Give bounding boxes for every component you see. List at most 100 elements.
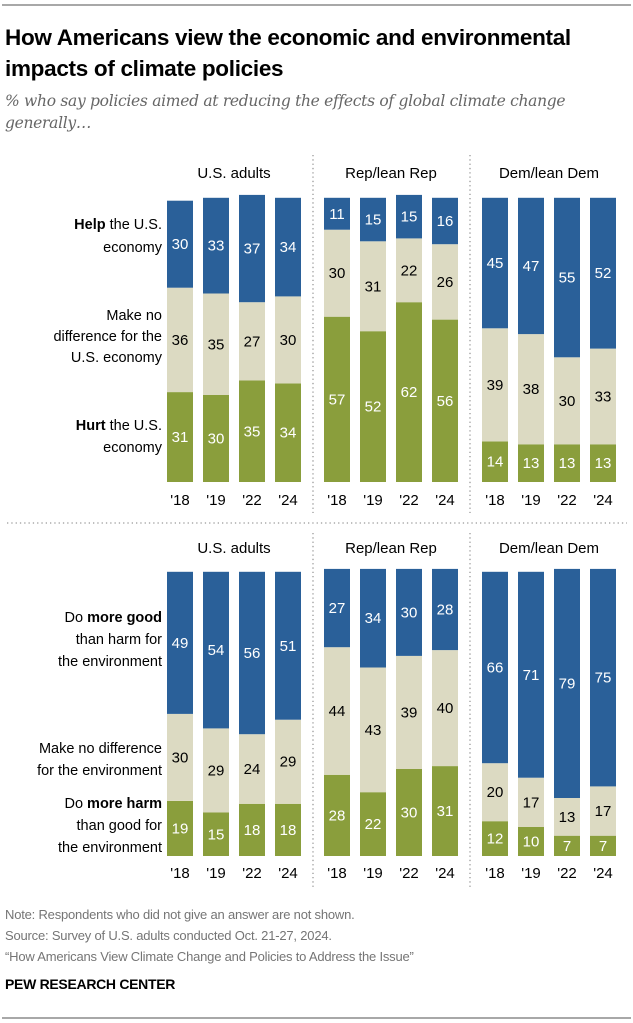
bar-positive-dem-lean-dem-22 [554, 197, 580, 358]
top-rule [2, 4, 631, 6]
group-header-u-s-adults: U.S. adults [197, 540, 270, 557]
bar-positive-rep-lean-rep-22 [396, 194, 422, 239]
series-label-positive-line-1: Do more good [65, 610, 163, 626]
group-header-dem-lean-dem: Dem/lean Dem [499, 540, 599, 557]
data-label-neutral-rep-lean-rep-18: 44 [329, 703, 346, 720]
series-label-part: Make no difference [39, 741, 162, 757]
series-label-positive-line-2: economy [103, 240, 163, 256]
data-label-positive-u-s-adults-22: 56 [244, 645, 261, 662]
bar-positive-u-s-adults-19 [203, 571, 229, 729]
bar-neutral-u-s-adults-22 [239, 734, 265, 804]
year-label-dem-lean-dem-19: '19 [521, 492, 541, 509]
data-label-neutral-dem-lean-dem-22: 13 [559, 809, 576, 826]
series-label-neutral-line-1: Make no difference [39, 741, 162, 757]
bar-neutral-rep-lean-rep-18 [324, 647, 350, 775]
year-label-u-s-adults-19: '19 [206, 865, 226, 882]
bar-neutral-rep-lean-rep-19 [360, 667, 386, 793]
bar-negative-rep-lean-rep-24 [432, 319, 458, 482]
bar-positive-u-s-adults-24 [275, 571, 301, 720]
data-label-neutral-dem-lean-dem-18: 39 [487, 377, 504, 394]
series-label-part: Do [65, 610, 88, 626]
year-label-rep-lean-rep-24: '24 [435, 865, 455, 882]
data-label-negative-dem-lean-dem-24: 7 [599, 838, 607, 855]
year-label-dem-lean-dem-24: '24 [593, 865, 613, 882]
data-label-negative-rep-lean-rep-19: 52 [365, 399, 382, 416]
bar-neutral-dem-lean-dem-24 [590, 348, 616, 445]
bar-negative-rep-lean-rep-22 [396, 769, 422, 856]
data-label-neutral-u-s-adults-18: 30 [172, 749, 189, 766]
series-label-part: economy [103, 240, 163, 256]
data-label-negative-dem-lean-dem-24: 13 [595, 455, 612, 472]
bar-neutral-dem-lean-dem-18 [482, 328, 508, 442]
bar-negative-rep-lean-rep-22 [396, 302, 422, 482]
footer-report: “How Americans View Climate Change and P… [5, 949, 414, 964]
bar-negative-u-s-adults-18 [167, 800, 193, 856]
data-label-positive-rep-lean-rep-18: 11 [329, 206, 345, 223]
data-label-negative-u-s-adults-19: 30 [208, 431, 225, 448]
data-label-neutral-u-s-adults-24: 30 [280, 332, 297, 349]
year-label-u-s-adults-24: '24 [278, 492, 298, 509]
bar-neutral-u-s-adults-19 [203, 728, 229, 813]
data-label-negative-rep-lean-rep-19: 22 [365, 816, 382, 833]
data-label-positive-dem-lean-dem-18: 45 [487, 255, 504, 272]
year-label-dem-lean-dem-18: '18 [485, 492, 505, 509]
series-label-part: the environment [58, 840, 162, 856]
data-label-neutral-rep-lean-rep-22: 22 [401, 262, 418, 279]
data-label-negative-u-s-adults-18: 31 [172, 429, 189, 446]
bar-positive-u-s-adults-18 [167, 571, 193, 714]
group-header-rep-lean-rep: Rep/lean Rep [345, 540, 437, 557]
data-label-positive-u-s-adults-19: 54 [208, 642, 225, 659]
data-label-positive-dem-lean-dem-19: 71 [523, 667, 540, 684]
data-label-neutral-rep-lean-rep-18: 30 [329, 265, 346, 282]
series-label-positive-line-3: the environment [58, 654, 162, 670]
bar-neutral-u-s-adults-24 [275, 296, 301, 384]
year-label-u-s-adults-18: '18 [170, 865, 190, 882]
bar-negative-rep-lean-rep-18 [324, 316, 350, 482]
series-label-part: more good [87, 610, 162, 626]
year-label-u-s-adults-24: '24 [278, 865, 298, 882]
year-label-rep-lean-rep-18: '18 [327, 492, 347, 509]
group-header-dem-lean-dem: Dem/lean Dem [499, 165, 599, 182]
series-label-negative-line-2: than good for [77, 818, 163, 834]
series-label-part: the environment [58, 654, 162, 670]
bar-positive-dem-lean-dem-18 [482, 571, 508, 764]
data-label-neutral-rep-lean-rep-22: 39 [401, 704, 418, 721]
bar-positive-dem-lean-dem-24 [590, 568, 616, 787]
year-label-dem-lean-dem-19: '19 [521, 865, 541, 882]
data-label-negative-rep-lean-rep-18: 28 [329, 807, 346, 824]
data-label-neutral-rep-lean-rep-19: 43 [365, 722, 382, 739]
bar-positive-u-s-adults-19 [203, 197, 229, 294]
data-label-negative-u-s-adults-22: 35 [244, 423, 261, 440]
series-label-part: Hurt [76, 418, 106, 434]
series-label-neutral-line-2: difference for the [53, 329, 162, 345]
year-label-rep-lean-rep-19: '19 [363, 492, 383, 509]
data-label-positive-dem-lean-dem-22: 55 [559, 270, 576, 287]
bar-positive-dem-lean-dem-19 [518, 571, 544, 778]
data-label-neutral-u-s-adults-19: 29 [208, 762, 225, 779]
year-label-rep-lean-rep-19: '19 [363, 865, 383, 882]
year-label-rep-lean-rep-24: '24 [435, 492, 455, 509]
series-label-part: Do [64, 796, 87, 812]
year-label-dem-lean-dem-22: '22 [557, 492, 577, 509]
data-label-positive-rep-lean-rep-24: 28 [437, 602, 454, 619]
data-label-negative-dem-lean-dem-18: 12 [487, 831, 504, 848]
data-label-negative-dem-lean-dem-19: 13 [523, 455, 540, 472]
bar-positive-rep-lean-rep-18 [324, 568, 350, 648]
group-header-u-s-adults: U.S. adults [197, 165, 270, 182]
bar-negative-dem-lean-dem-18 [482, 821, 508, 856]
data-label-negative-u-s-adults-24: 34 [280, 425, 297, 442]
bottom-rule [2, 1017, 631, 1019]
bar-neutral-rep-lean-rep-24 [432, 244, 458, 320]
bar-positive-rep-lean-rep-22 [396, 568, 422, 656]
series-label-negative-line-2: economy [103, 440, 163, 456]
bar-negative-dem-lean-dem-24 [590, 835, 616, 856]
bar-negative-dem-lean-dem-19 [518, 827, 544, 856]
bar-positive-rep-lean-rep-24 [432, 197, 458, 245]
data-label-neutral-rep-lean-rep-19: 31 [365, 278, 382, 295]
data-label-negative-rep-lean-rep-24: 31 [437, 803, 454, 820]
data-label-neutral-u-s-adults-24: 29 [280, 754, 297, 771]
bar-neutral-rep-lean-rep-22 [396, 238, 422, 303]
series-label-part: more harm [87, 796, 162, 812]
group-header-rep-lean-rep: Rep/lean Rep [345, 165, 437, 182]
